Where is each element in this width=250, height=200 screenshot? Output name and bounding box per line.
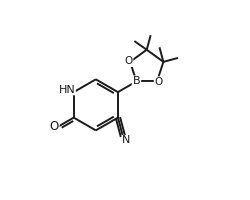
Text: B: B [133, 76, 140, 86]
Text: N: N [122, 135, 130, 145]
Text: O: O [154, 77, 163, 87]
Text: O: O [124, 56, 132, 66]
Text: HN: HN [58, 85, 75, 95]
Text: O: O [50, 120, 59, 133]
